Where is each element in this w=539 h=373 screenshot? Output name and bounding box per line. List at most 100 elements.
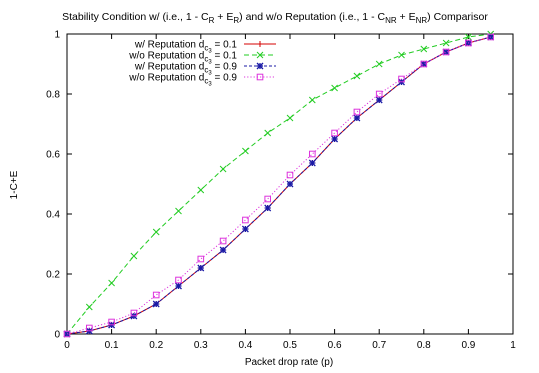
data-point	[309, 150, 316, 158]
legend-label-prefix: w/o Reputation d	[128, 73, 204, 84]
x-tick-label: 0.6	[328, 340, 342, 351]
x-tick-label: 0.3	[194, 340, 208, 351]
data-point	[219, 246, 227, 254]
data-point	[465, 33, 472, 41]
data-point	[286, 180, 294, 188]
legend-label-suffix: = 0.9	[212, 73, 238, 84]
y-tick-label: 0.8	[46, 90, 60, 101]
legend-label-subsub: 3	[208, 82, 212, 88]
chart-title-sub-4: NR	[416, 16, 428, 25]
x-tick-label: 0.9	[461, 340, 475, 351]
data-point	[175, 207, 182, 215]
chart-title-sub-2: R	[233, 16, 239, 25]
y-tick-label: 0.6	[46, 150, 60, 161]
legend-item: w/ Reputation dc3 = 0.9	[134, 62, 276, 77]
legend: w/ Reputation dc3 = 0.1w/o Reputation dc…	[128, 40, 276, 88]
legend-label: w/ Reputation dc3 = 0.9	[134, 62, 238, 77]
data-point	[256, 51, 264, 59]
data-point	[175, 276, 182, 284]
data-point	[331, 84, 338, 92]
y-tick-label: 0	[54, 330, 60, 341]
chart-title-mid-2: ) and w/o Reputation (i.e., 1 - C	[239, 11, 385, 23]
data-point	[264, 195, 271, 203]
data-point	[375, 60, 383, 68]
data-point	[398, 75, 405, 83]
legend-label-suffix: = 0.1	[212, 40, 238, 51]
chart-title-suffix: ) Comparisor	[427, 11, 488, 23]
legend-label-suffix: = 0.1	[212, 51, 238, 62]
x-tick-label: 0.2	[149, 340, 163, 351]
data-point	[256, 73, 264, 81]
data-point	[256, 62, 264, 70]
data-point	[85, 303, 93, 311]
data-point	[420, 60, 428, 68]
legend-item: w/o Reputation dc3 = 0.1	[128, 51, 276, 66]
legend-label-prefix: w/o Reputation d	[128, 51, 204, 62]
legend-label-suffix: = 0.9	[212, 62, 238, 73]
data-point	[442, 48, 450, 56]
data-point	[152, 291, 160, 299]
y-axis-label: 1-C+E	[9, 170, 20, 199]
data-point	[353, 108, 361, 116]
data-point	[130, 309, 138, 317]
data-point	[197, 255, 205, 263]
data-point	[353, 114, 361, 122]
legend-label: w/o Reputation dc3 = 0.9	[128, 73, 237, 88]
chart-title-mid-1: + E	[214, 11, 233, 23]
x-tick-label: 0.7	[372, 340, 386, 351]
data-point	[487, 33, 494, 41]
legend-label: w/ Reputation dc3 = 0.1	[134, 40, 238, 55]
axis-ticks: 0 0.1 0.2 0.3 0.4 0.5 0.6 0.7 0.8 0.9 1 0 0.2 0.4 0.6 0…	[46, 30, 516, 352]
data-point	[130, 252, 138, 260]
data-point	[152, 228, 160, 236]
data-point	[375, 90, 383, 98]
data-point	[331, 135, 339, 143]
data-point	[86, 324, 93, 332]
legend-label-sub: c	[204, 44, 208, 53]
data-point	[242, 147, 249, 155]
chart-title-sub-3: NR	[385, 16, 397, 25]
data-point	[398, 51, 405, 59]
data-point	[420, 60, 428, 68]
x-tick-label: 0.8	[417, 340, 431, 351]
legend-label-subsub: 3	[208, 60, 212, 66]
legend-label-prefix: w/ Reputation d	[134, 62, 205, 73]
data-point	[197, 186, 205, 194]
data-point	[257, 41, 263, 47]
data-point	[152, 300, 160, 308]
data-point	[442, 48, 450, 56]
series-layer	[63, 30, 495, 338]
series-line	[66, 36, 491, 335]
x-tick-label: 1	[510, 340, 516, 351]
data-point	[241, 225, 249, 233]
x-tick-label: 0.5	[283, 340, 297, 351]
data-point	[175, 282, 182, 290]
x-tick-label: 0.4	[238, 340, 252, 351]
data-point	[219, 165, 227, 173]
data-point	[264, 204, 272, 212]
chart-title-prefix: Stability Condition w/ (i.e., 1 - C	[62, 11, 209, 23]
data-point	[242, 216, 249, 224]
data-point	[286, 114, 294, 122]
chart-title-mid-3: + E	[397, 11, 416, 23]
y-tick-label: 0.4	[46, 210, 60, 221]
data-point	[375, 96, 383, 104]
series-2	[63, 30, 495, 338]
legend-label-subsub: 3	[208, 71, 212, 77]
data-point	[108, 279, 115, 287]
legend-label-sub: c	[204, 66, 208, 75]
data-point	[465, 39, 472, 47]
data-point	[108, 318, 115, 326]
legend-label-sub: c	[204, 55, 208, 64]
data-point	[331, 129, 338, 137]
x-tick-label: 0	[64, 340, 70, 351]
x-tick-label: 0.1	[105, 340, 119, 351]
legend-label-subsub: 3	[208, 49, 212, 55]
chart-title: Stability Condition w/ (i.e., 1 - C R + E…	[62, 11, 488, 25]
data-point	[420, 45, 428, 53]
data-point	[63, 330, 71, 338]
data-point	[442, 39, 450, 47]
data-point	[308, 96, 316, 104]
data-point	[264, 129, 272, 137]
